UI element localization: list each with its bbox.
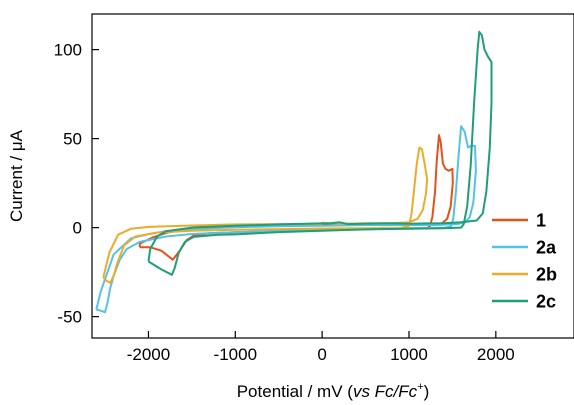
- legend-label-2c: 2c: [536, 292, 556, 312]
- legend-label-2b: 2b: [536, 265, 557, 285]
- legend-label-2a: 2a: [536, 238, 557, 258]
- x-axis-title-prefix: Potential / mV (: [237, 382, 354, 401]
- y-tick-label: 100: [54, 41, 82, 60]
- y-tick-label: -50: [57, 308, 82, 327]
- y-axis-title: Current / μA: [7, 129, 26, 222]
- x-tick-label: -1000: [214, 345, 257, 364]
- y-axis-ticks: -50 0 50 100: [54, 41, 99, 327]
- y-tick-label: 50: [63, 130, 82, 149]
- x-axis-title: Potential / mV (vs Fc/Fc+): [237, 381, 430, 401]
- y-tick-label: 0: [73, 219, 82, 238]
- series-line-2b: [102, 146, 429, 284]
- legend-label-1: 1: [536, 211, 546, 231]
- plot-frame: [91, 13, 574, 339]
- x-tick-label: 0: [317, 345, 326, 364]
- legend: 1 2a 2b 2c: [492, 211, 557, 312]
- x-axis-title-sup: +: [417, 381, 424, 393]
- x-axis-title-suffix: ): [424, 382, 430, 401]
- series-line-2c: [147, 30, 493, 276]
- x-axis-title-vs: vs: [353, 382, 371, 401]
- x-tick-label: 1000: [390, 345, 428, 364]
- series-layer: [95, 30, 493, 314]
- x-tick-label: -2000: [127, 345, 170, 364]
- x-axis-ticks: -2000 -1000 0 1000 2000: [127, 331, 515, 364]
- x-axis-title-fc: Fc/Fc: [375, 382, 418, 401]
- x-tick-label: 2000: [477, 345, 515, 364]
- series-line-2a: [95, 125, 477, 314]
